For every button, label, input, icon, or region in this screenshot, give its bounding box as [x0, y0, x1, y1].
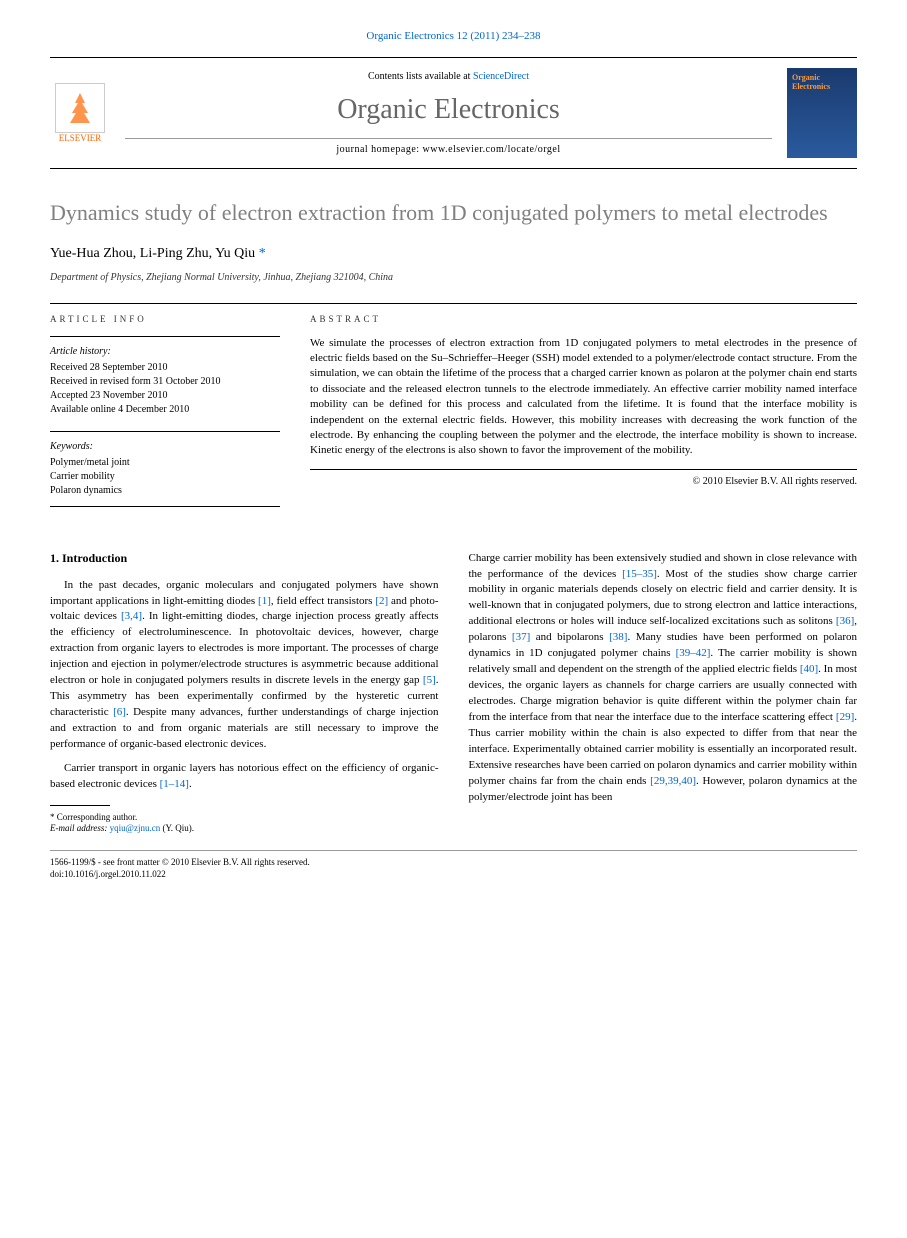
history-accepted: Accepted 23 November 2010 [50, 389, 280, 403]
corr-email-link[interactable]: yqiu@zjnu.cn [110, 823, 161, 833]
column-right: Charge carrier mobility has been extensi… [469, 551, 858, 836]
footnote-separator [50, 805, 110, 806]
article-info-header: ARTICLE INFO [50, 314, 280, 324]
ref-3-4[interactable]: [3,4] [121, 610, 142, 622]
intro-paragraph-continued: Charge carrier mobility has been extensi… [469, 551, 858, 806]
info-abstract-section: ARTICLE INFO Article history: Received 2… [50, 303, 857, 521]
body-text-right: Charge carrier mobility has been extensi… [469, 551, 858, 806]
article-history-label: Article history: [50, 345, 280, 359]
column-left: 1. Introduction In the past decades, org… [50, 551, 439, 836]
authors-names: Yue-Hua Zhou, Li-Ping Zhu, Yu Qiu [50, 246, 255, 261]
keywords-label: Keywords: [50, 440, 280, 454]
ref-6[interactable]: [6] [113, 706, 126, 718]
affiliation: Department of Physics, Zhejiang Normal U… [50, 272, 857, 283]
cover-title-2: Electronics [792, 82, 852, 91]
sciencedirect-link[interactable]: ScienceDirect [473, 71, 529, 82]
ref-39-42[interactable]: [39–42] [676, 647, 711, 659]
elsevier-tree-icon [55, 83, 105, 133]
abstract-header: ABSTRACT [310, 314, 857, 324]
abstract-copyright: © 2010 Elsevier B.V. All rights reserved… [310, 476, 857, 487]
keyword-2: Carrier mobility [50, 470, 280, 484]
ref-29-39-40[interactable]: [29,39,40] [650, 775, 696, 787]
intro-paragraph-1: In the past decades, organic moleculars … [50, 578, 439, 753]
contents-text: Contents lists available at [368, 71, 473, 82]
page-footer: 1566-1199/$ - see front matter © 2010 El… [50, 850, 857, 880]
section-heading-intro: 1. Introduction [50, 551, 439, 566]
header-citation: Organic Electronics 12 (2011) 234–238 [50, 30, 857, 42]
history-online: Available online 4 December 2010 [50, 403, 280, 417]
corresponding-author-footnote: * Corresponding author. E-mail address: … [50, 812, 439, 835]
keyword-3: Polaron dynamics [50, 484, 280, 498]
cover-title-1: Organic [792, 73, 852, 82]
article-title: Dynamics study of electron extraction fr… [50, 199, 857, 228]
abstract-text: We simulate the processes of electron ex… [310, 336, 857, 470]
masthead: ELSEVIER Contents lists available at Sci… [50, 57, 857, 169]
footer-issn: 1566-1199/$ - see front matter © 2010 El… [50, 857, 857, 869]
ref-37[interactable]: [37] [512, 631, 530, 643]
corr-author-label: * Corresponding author. [50, 812, 439, 824]
corr-author-email-line: E-mail address: yqiu@zjnu.cn (Y. Qiu). [50, 823, 439, 835]
ref-38[interactable]: [38] [609, 631, 627, 643]
ref-15-35[interactable]: [15–35] [622, 568, 657, 580]
ref-29[interactable]: [29] [836, 711, 854, 723]
ref-5[interactable]: [5] [423, 674, 436, 686]
intro-paragraph-2: Carrier transport in organic layers has … [50, 761, 439, 793]
body-text-left: In the past decades, organic moleculars … [50, 578, 439, 793]
elsevier-logo: ELSEVIER [50, 78, 110, 148]
masthead-center: Contents lists available at ScienceDirec… [125, 71, 772, 155]
ref-1-14[interactable]: [1–14] [160, 778, 189, 790]
keyword-1: Polymer/metal joint [50, 456, 280, 470]
contents-available-line: Contents lists available at ScienceDirec… [125, 71, 772, 82]
history-received: Received 28 September 2010 [50, 361, 280, 375]
ref-40[interactable]: [40] [800, 663, 818, 675]
abstract-panel: ABSTRACT We simulate the processes of el… [310, 303, 857, 521]
ref-1[interactable]: [1] [258, 595, 271, 607]
journal-homepage: journal homepage: www.elsevier.com/locat… [125, 138, 772, 155]
history-revised: Received in revised form 31 October 2010 [50, 375, 280, 389]
authors-list: Yue-Hua Zhou, Li-Ping Zhu, Yu Qiu * [50, 246, 857, 262]
ref-2[interactable]: [2] [375, 595, 388, 607]
publisher-name: ELSEVIER [59, 133, 102, 143]
ref-36[interactable]: [36] [836, 615, 854, 627]
corr-email-person: (Y. Qiu). [160, 823, 194, 833]
corresponding-author-symbol: * [259, 246, 266, 261]
body-columns: 1. Introduction In the past decades, org… [50, 551, 857, 836]
article-info-panel: ARTICLE INFO Article history: Received 2… [50, 303, 280, 521]
journal-cover-thumbnail: Organic Electronics [787, 68, 857, 158]
journal-name: Organic Electronics [125, 94, 772, 126]
footer-doi: doi:10.1016/j.orgel.2010.11.022 [50, 869, 857, 881]
email-label: E-mail address: [50, 823, 107, 833]
